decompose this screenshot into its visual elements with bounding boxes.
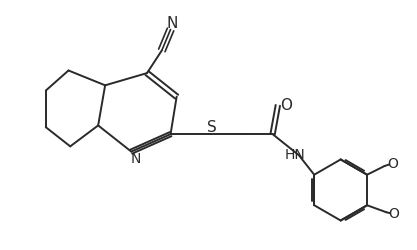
Text: O: O xyxy=(280,98,292,113)
Text: O: O xyxy=(387,157,398,171)
Text: HN: HN xyxy=(285,148,306,162)
Text: N: N xyxy=(131,152,141,166)
Text: O: O xyxy=(389,207,399,221)
Text: S: S xyxy=(207,120,216,135)
Text: N: N xyxy=(167,16,178,31)
